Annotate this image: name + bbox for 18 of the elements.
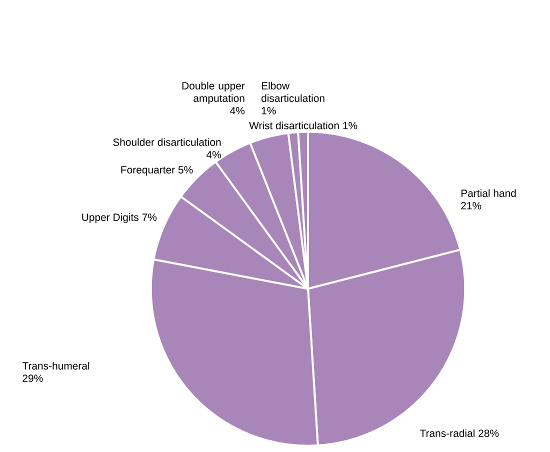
slice-label: Elbow disarticulation bbox=[261, 82, 324, 102]
data-label: 28% bbox=[478, 430, 499, 438]
data-label: 7% bbox=[142, 214, 157, 221]
slice-label: Partial hand bbox=[461, 189, 516, 197]
slice-label: Upper Digits bbox=[82, 213, 139, 224]
data-label: 4% bbox=[206, 151, 221, 158]
data-label: 21% bbox=[461, 202, 482, 210]
data-label: 29% bbox=[22, 374, 43, 382]
slice-label: Forequarter bbox=[121, 166, 175, 176]
slice-label: Trans-humeral bbox=[22, 362, 90, 370]
data-label: 4% bbox=[230, 107, 245, 114]
data-label: 1% bbox=[343, 122, 358, 130]
slice-label: Double upper amputation bbox=[182, 82, 245, 104]
slice-label: Wrist disarticulation bbox=[249, 122, 339, 130]
slice-label: Shoulder disarticulation bbox=[113, 138, 221, 146]
slice-label: Trans-radial bbox=[420, 429, 474, 438]
data-label: 1% bbox=[262, 107, 276, 114]
data-label: 5% bbox=[178, 166, 193, 174]
